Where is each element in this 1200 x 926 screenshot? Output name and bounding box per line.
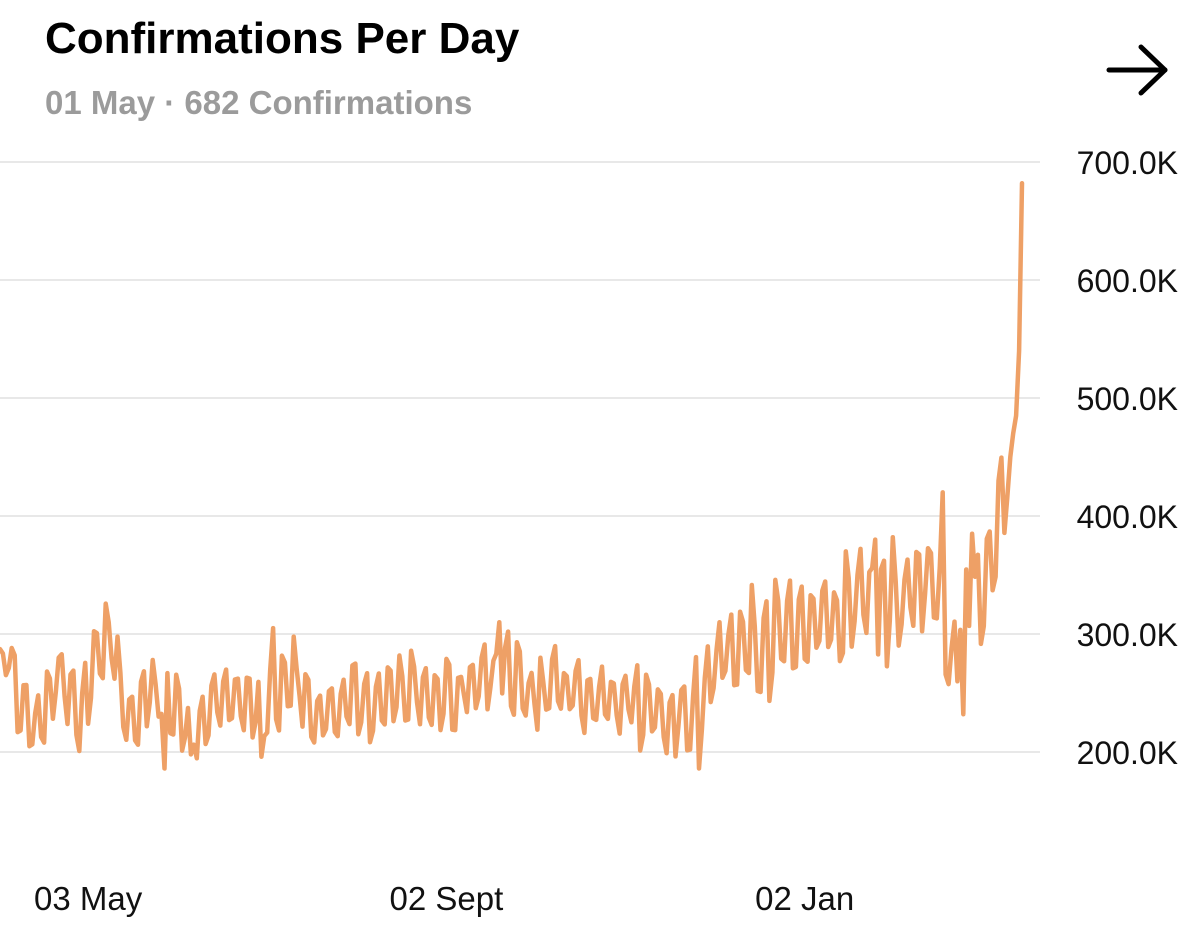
x-axis-ticks: 03 May 02 Sept 02 Jan	[34, 880, 854, 917]
x-tick-label: 02 Sept	[390, 880, 504, 917]
series-layer	[0, 180, 1025, 771]
x-tick-label: 03 May	[34, 880, 143, 917]
arrow-right-icon	[1106, 44, 1168, 96]
y-axis-ticks: 200.0K 300.0K 400.0K 500.0K 600.0K 700.0K	[1077, 145, 1178, 771]
series-line-confirmations	[0, 180, 1025, 771]
chart-subtitle: 01 May · 682 Confirmations	[45, 84, 473, 121]
next-button[interactable]	[1105, 42, 1171, 98]
chart-title: Confirmations Per Day	[45, 14, 520, 63]
y-tick-label: 500.0K	[1077, 381, 1178, 417]
y-tick-label: 700.0K	[1077, 145, 1178, 181]
x-tick-label: 02 Jan	[755, 880, 854, 917]
y-tick-label: 300.0K	[1077, 617, 1178, 653]
y-tick-label: 400.0K	[1077, 499, 1178, 535]
y-tick-label: 600.0K	[1077, 263, 1178, 299]
y-tick-label: 200.0K	[1077, 735, 1178, 771]
